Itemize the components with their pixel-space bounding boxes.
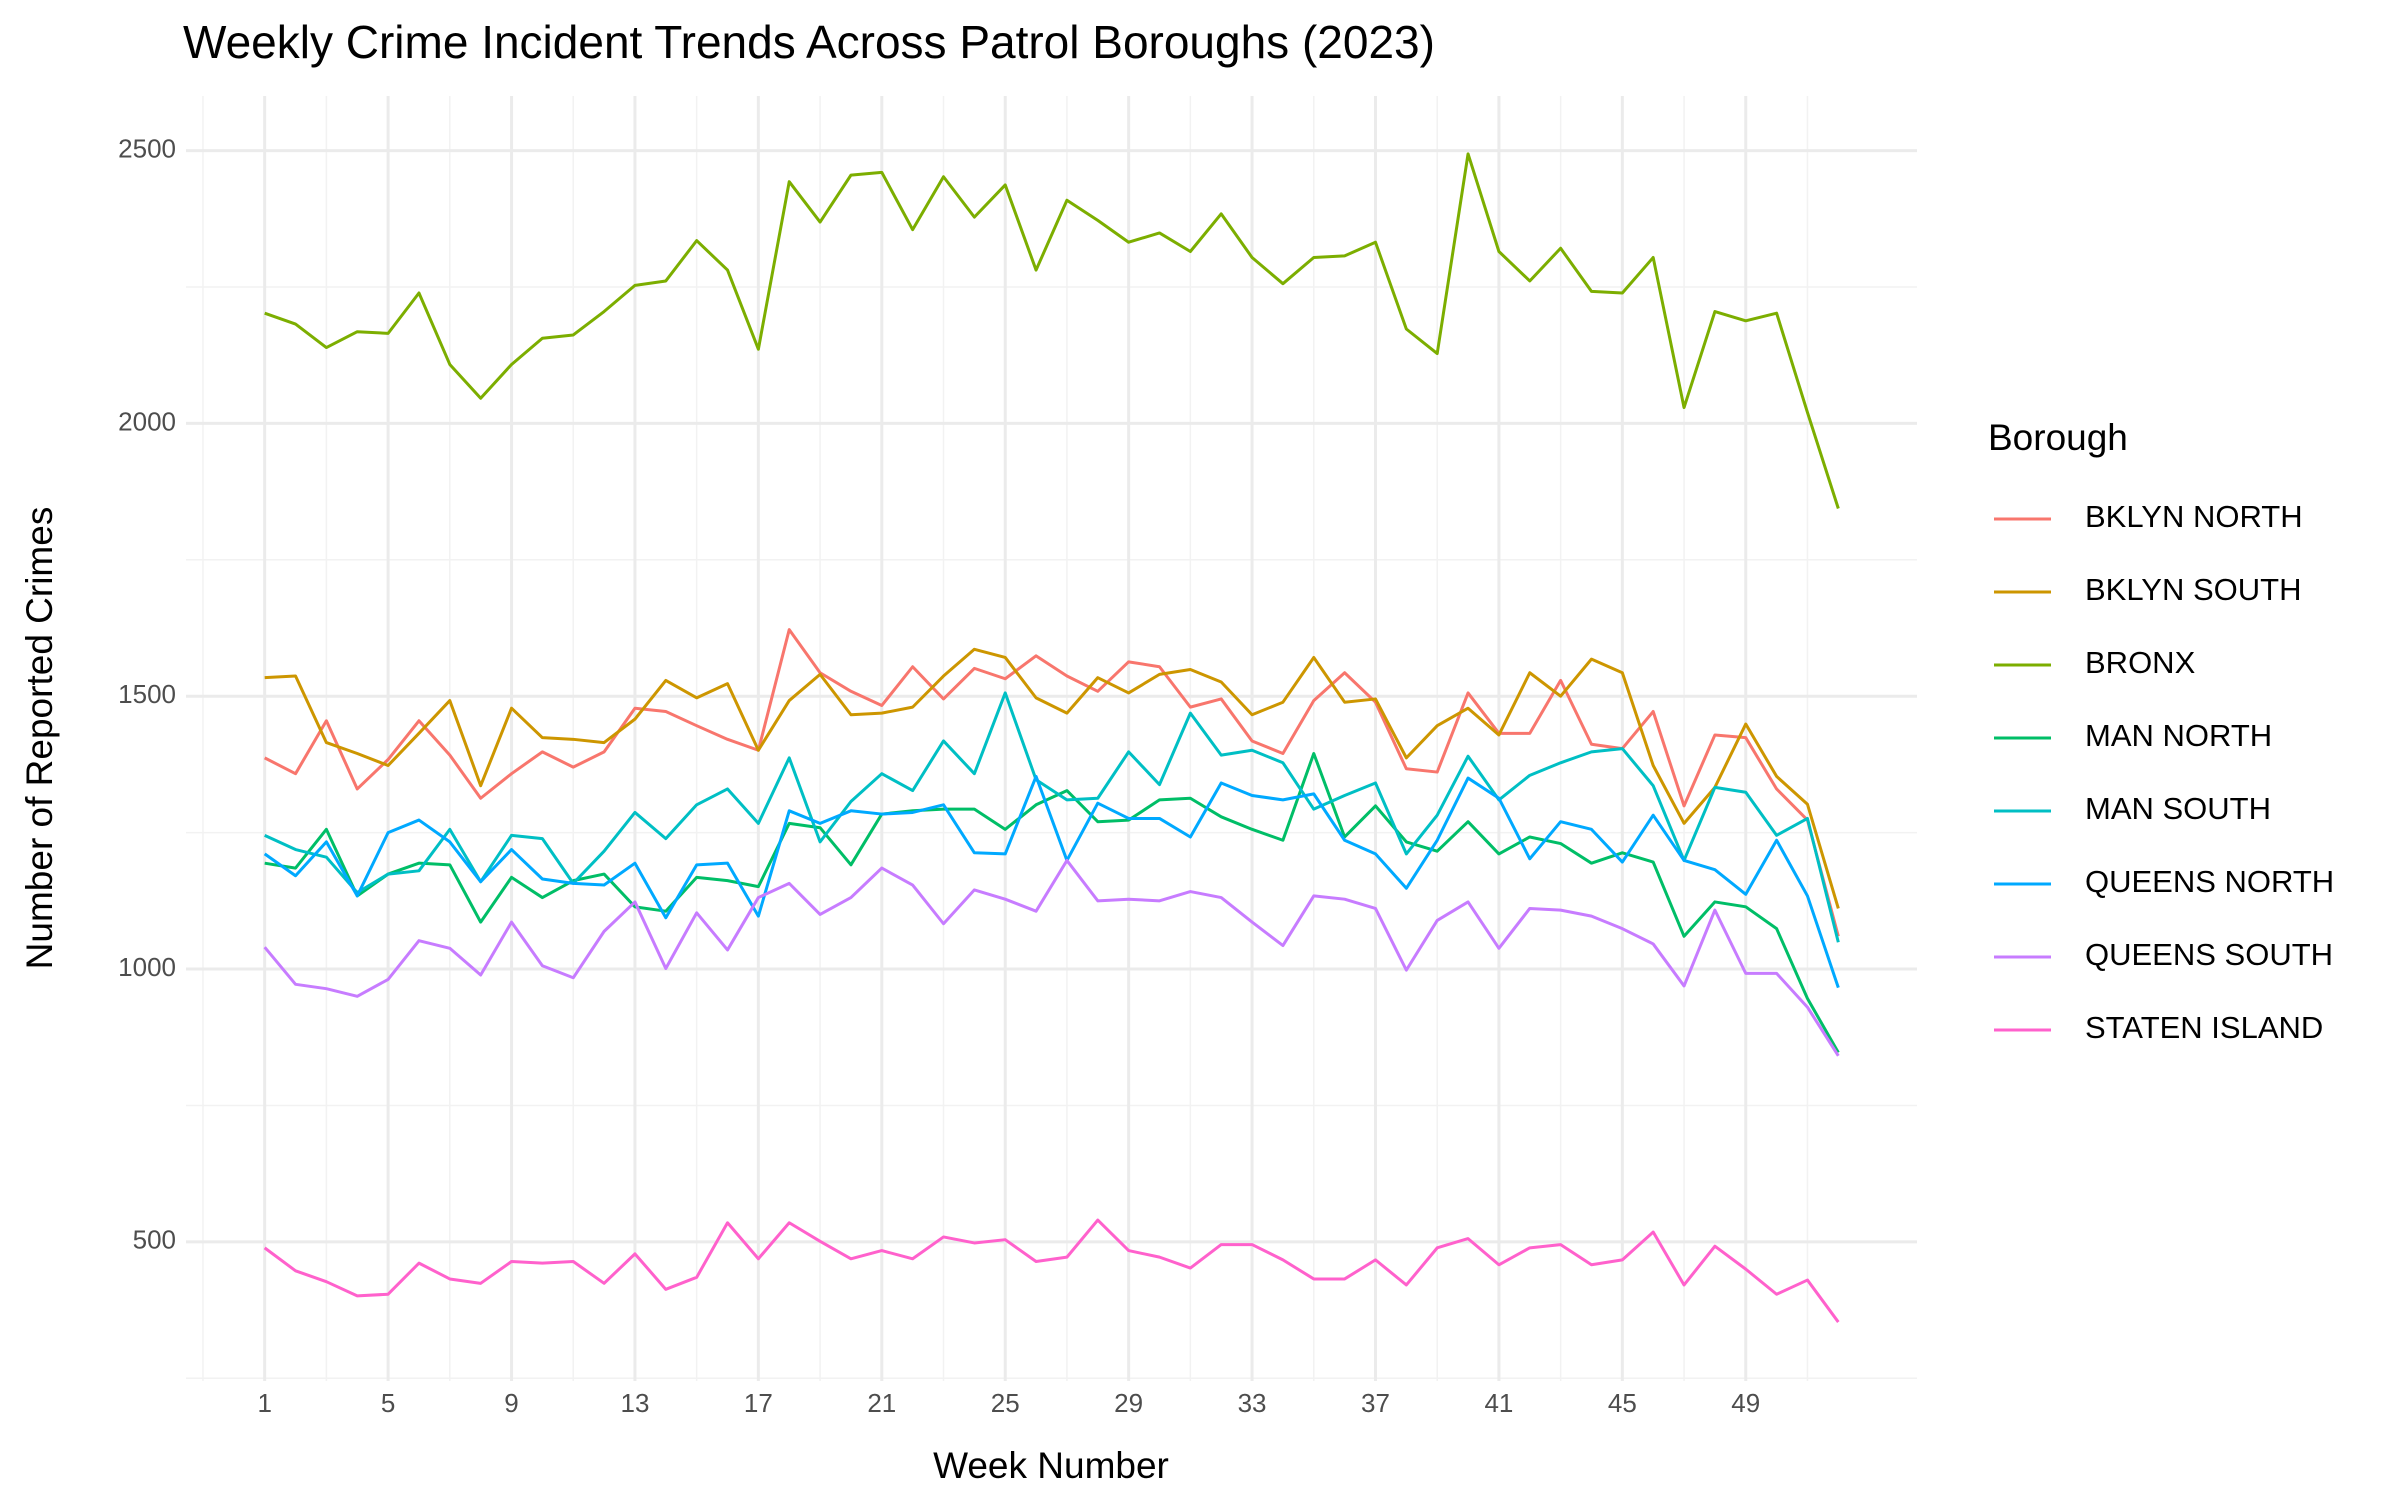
legend-label: BKLYN NORTH [2085, 499, 2303, 534]
legend-label: QUEENS NORTH [2085, 864, 2334, 899]
y-tick-label: 1500 [118, 679, 176, 709]
x-tick-label: 49 [1731, 1388, 1760, 1418]
legend-label: MAN NORTH [2085, 718, 2272, 753]
series-line [263, 858, 1840, 1057]
y-tick-label: 500 [133, 1225, 176, 1255]
legend-label: BKLYN SOUTH [2085, 572, 2301, 607]
x-tick-label: 1 [257, 1388, 271, 1418]
chart-title: Weekly Crime Incident Trends Across Patr… [183, 16, 1435, 68]
legend-label: STATEN ISLAND [2085, 1010, 2323, 1045]
x-tick-label: 9 [504, 1388, 518, 1418]
y-tick-label: 2500 [118, 133, 176, 163]
series-line [264, 752, 1840, 1054]
x-tick-label: 41 [1484, 1388, 1513, 1418]
series-line [264, 647, 1840, 909]
series-line [264, 691, 1840, 943]
x-tick-label: 13 [620, 1388, 649, 1418]
x-tick-label: 33 [1238, 1388, 1267, 1418]
x-tick-label: 17 [744, 1388, 773, 1418]
series-line [263, 1218, 1840, 1323]
series-line [263, 774, 1840, 989]
x-tick-label: 29 [1114, 1388, 1143, 1418]
x-axis-title: Week Number [933, 1445, 1169, 1486]
y-axis-title: Number of Reported Crimes [19, 507, 60, 970]
y-tick-label: 1000 [118, 952, 176, 982]
series-line [264, 152, 1840, 509]
legend-title: Borough [1988, 417, 2128, 458]
series-line [263, 628, 1840, 937]
legend-label: QUEENS SOUTH [2085, 937, 2333, 972]
legend-label: BRONX [2085, 645, 2196, 680]
legend-label: MAN SOUTH [2085, 791, 2271, 826]
x-tick-label: 21 [867, 1388, 896, 1418]
grid [186, 96, 1917, 1381]
x-tick-label: 25 [991, 1388, 1020, 1418]
x-tick-label: 37 [1361, 1388, 1390, 1418]
x-tick-label: 5 [381, 1388, 395, 1418]
y-tick-label: 2000 [118, 406, 176, 436]
x-tick-label: 45 [1608, 1388, 1637, 1418]
